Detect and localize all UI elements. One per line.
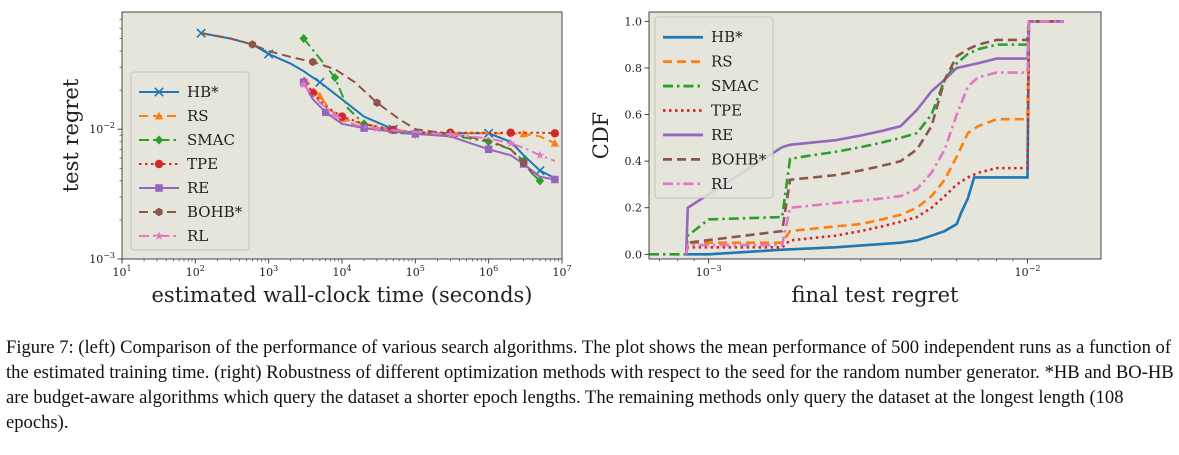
chart-0-series-tpe-point [506, 128, 515, 137]
chart-0-x-tick-label: 107 [552, 264, 571, 279]
chart-1-frame [648, 11, 1102, 260]
chart-1-legend-label: TPE [711, 102, 742, 120]
chart-0-legend-marker [154, 87, 164, 97]
chart-0-series-smac-point [299, 33, 308, 44]
chart-0-series-hb-star-point [315, 77, 325, 88]
figure-canvas: 101 102 103 104 105 106 107 10−3 10−2 estimated w… [59, 11, 1102, 307]
chart-0-y-tick-label: 10−2 [89, 121, 115, 136]
chart-1-legend-label: BOHB* [711, 150, 767, 168]
chart-0-series-rl-point [506, 138, 516, 148]
chart-1-series-hb-star-line [686, 20, 1064, 256]
chart-0-x-axis-label: estimated wall-clock time (seconds) [152, 283, 533, 307]
chart-1-y-tick-label: 1.0 [625, 15, 643, 28]
chart-0-x-tick-label: 106 [479, 264, 498, 279]
chart-0-x-tick-label: 105 [406, 264, 425, 279]
chart-1-legend-label: SMAC [711, 77, 759, 95]
chart-0-series-bohb-star-point [248, 40, 257, 49]
chart-1-y-tick-label: 0.6 [625, 109, 643, 122]
chart-1-legend-label: HB* [711, 28, 743, 46]
chart-0-legend-marker [155, 207, 163, 217]
chart-0-series-rs-point [550, 139, 560, 147]
chart-1-x-axis-label: final test regret [791, 283, 959, 307]
chart-0-series-rl-point [445, 129, 455, 139]
chart-1-legend-label: RE [711, 126, 733, 144]
chart-0-series-rl-line [302, 84, 556, 162]
chart-0-series-bohb-star-point [373, 98, 381, 107]
chart-0-series-rs-line [302, 76, 556, 145]
chart-0-series-tpe-point [550, 129, 560, 138]
chart-0-x-tick-label: 103 [259, 264, 278, 279]
chart-0-series-rl-point [535, 150, 545, 160]
chart-0-frame [121, 11, 563, 260]
chart-0-series-re-point [484, 145, 493, 154]
chart-1-legend-label: RL [711, 175, 732, 193]
chart-0-series-hb-star-line [200, 32, 556, 180]
chart-0-series-bohb-star-point [309, 57, 317, 67]
chart-1-y-tick-label: 0.2 [625, 202, 643, 215]
chart-0-y-tick-label: 10−3 [89, 251, 115, 266]
chart-1-x-tick-label: 10−3 [696, 264, 722, 279]
chart-0-series-re-point [551, 175, 559, 184]
chart-0-series-rl-point [330, 110, 340, 120]
chart-1-series-smac-line [649, 20, 1064, 256]
chart-0-series-rl-point [299, 79, 309, 89]
chart-0-legend-label: BOHB* [187, 203, 243, 221]
chart-right: 10−3 10−2 0.0 0.2 0.4 0.6 0.8 1.0 final test reg… [589, 11, 1102, 307]
chart-1-series-rl-line [684, 20, 1064, 255]
chart-1-y-tick-label: 0.4 [625, 155, 643, 168]
chart-0-legend-label: HB* [187, 83, 219, 101]
chart-0-legend-label: RE [187, 179, 209, 197]
chart-0-legend-label: RL [187, 227, 208, 245]
chart-1-series-re-line [684, 20, 1064, 255]
chart-0-legend-marker [154, 231, 164, 240]
chart-0-series-re-point [411, 130, 420, 138]
chart-1-legend-label: RS [711, 53, 733, 71]
chart-0-legend-label: SMAC [187, 131, 235, 149]
chart-0-series-rs-point [519, 129, 528, 138]
chart-0-series-smac-point [535, 176, 545, 186]
chart-0-legend-marker [154, 111, 164, 120]
chart-0-series-re-point [321, 108, 330, 117]
chart-0-x-tick-label: 104 [332, 264, 351, 279]
chart-1-series-bohb-star-line [684, 20, 1064, 255]
chart-0-legend-label: RS [187, 107, 209, 125]
chart-0-series-bohb-star-line [200, 32, 534, 175]
chart-0-series-smac-point [330, 72, 340, 83]
chart-1-y-axis-label: CDF [589, 112, 613, 159]
chart-0-series-rl-point [372, 123, 382, 133]
chart-left: 101 102 103 104 105 106 107 10−3 10−2 estimated w… [59, 11, 572, 307]
chart-0-legend-marker [154, 159, 164, 169]
chart-1-series-tpe-line [684, 20, 1064, 255]
chart-0-series-bohb-star-point [520, 158, 528, 168]
chart-0-series-re-point [360, 124, 368, 132]
chart-0-legend-marker [155, 184, 163, 192]
figure-caption: Figure 7: (left) Comparison of the perfo… [6, 337, 1174, 433]
chart-0-legend-label: TPE [187, 155, 218, 173]
chart-1-y-tick-label: 0.0 [625, 248, 643, 261]
chart-1-x-tick-label: 10−2 [1015, 264, 1041, 279]
chart-0-x-tick-label: 101 [112, 264, 131, 279]
chart-0-y-axis-label: test regret [59, 78, 83, 192]
chart-0-legend-marker [154, 135, 164, 145]
chart-1-y-tick-label: 0.8 [625, 62, 643, 75]
chart-0-x-tick-label: 102 [186, 264, 205, 279]
chart-1-series-rs-line [684, 20, 1064, 255]
